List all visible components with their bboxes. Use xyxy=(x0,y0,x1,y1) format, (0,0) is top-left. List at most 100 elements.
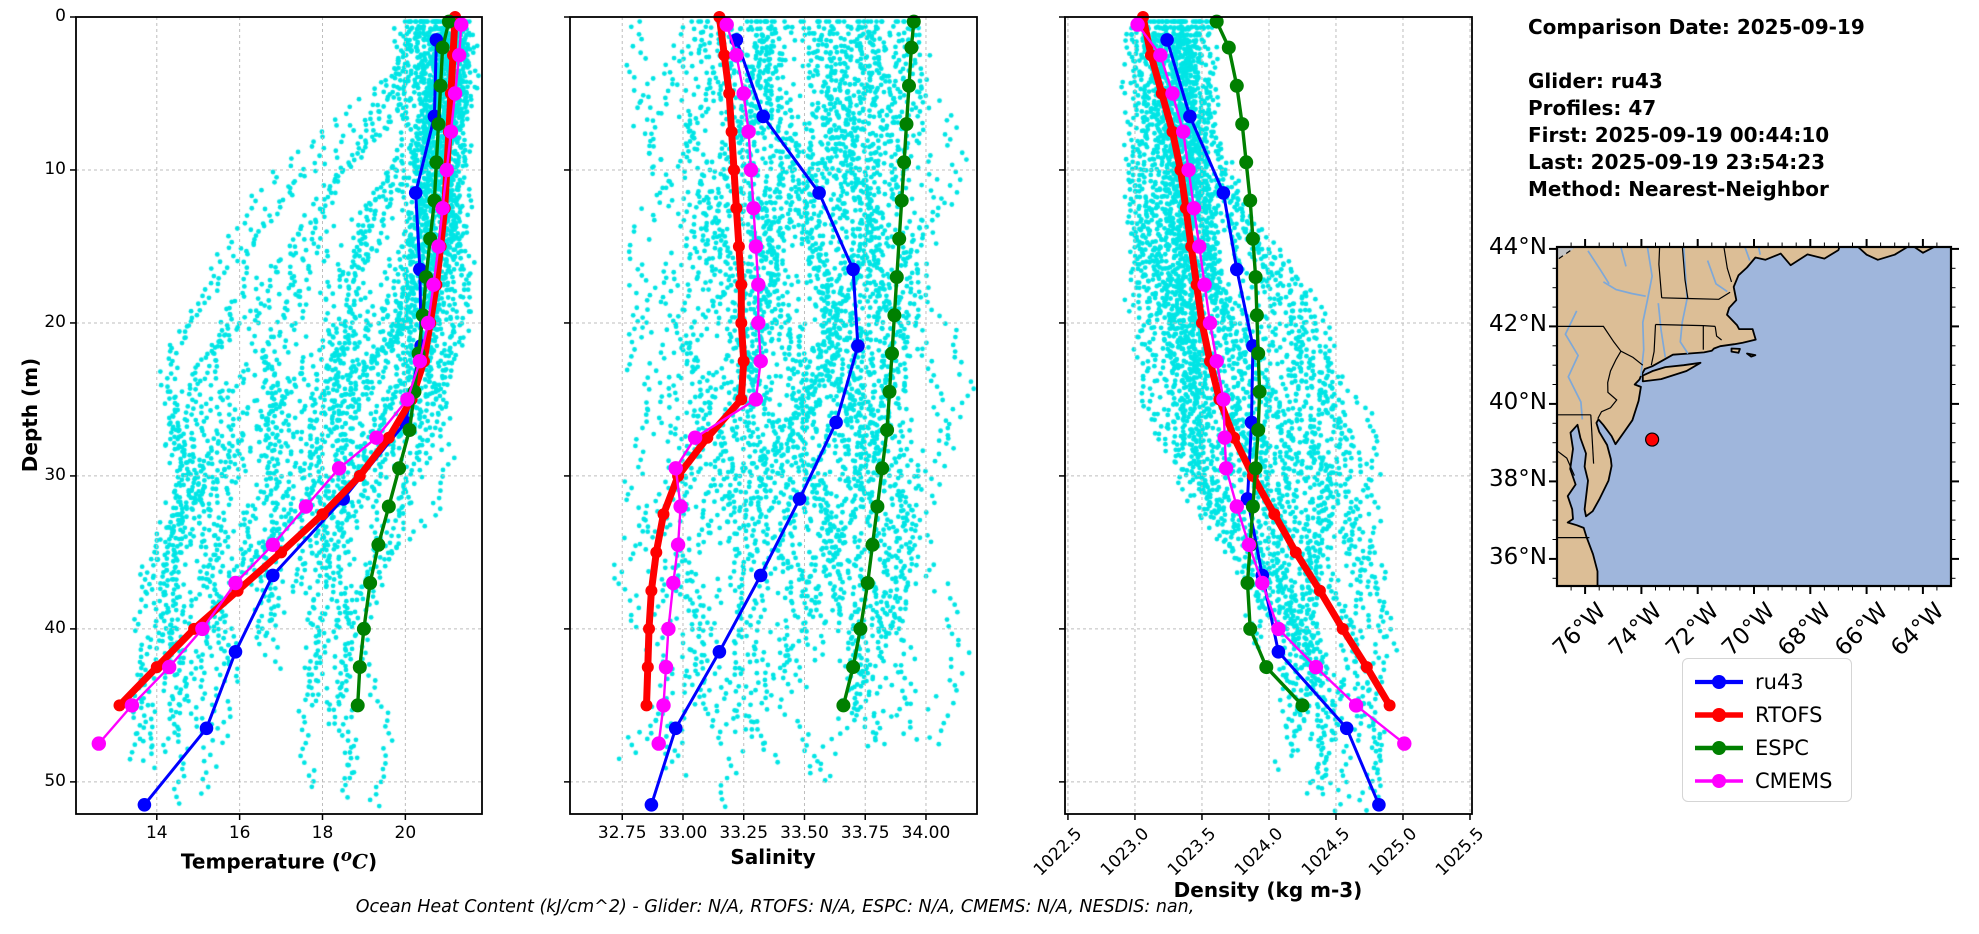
series-marker-CMEMS xyxy=(331,461,347,476)
series-line-ru43 xyxy=(1165,38,1381,807)
series-marker-RTOFS xyxy=(728,164,740,176)
series-marker-RTOFS xyxy=(737,355,750,368)
legend-entry-ESPC: ESPC xyxy=(1683,731,1851,764)
series-marker-RTOFS xyxy=(353,469,366,482)
series-marker-RTOFS xyxy=(641,661,654,674)
series-marker-CMEMS xyxy=(431,239,446,254)
series-marker-ESPC xyxy=(433,78,448,93)
series-marker-CMEMS xyxy=(741,124,756,139)
series-marker-RTOFS xyxy=(1360,661,1373,674)
series-marker-CMEMS xyxy=(452,48,467,63)
series-marker-CMEMS xyxy=(751,277,766,292)
series-marker-ru43 xyxy=(829,415,843,430)
legend-sample-CMEMS xyxy=(1695,773,1743,788)
series-marker-ru43 xyxy=(851,339,865,353)
series-marker-CMEMS xyxy=(668,461,683,476)
series-marker-ESPC xyxy=(860,576,875,590)
map-land xyxy=(1746,352,1757,358)
series-marker-ESPC xyxy=(1252,384,1267,399)
series-marker-CMEMS xyxy=(162,659,177,675)
series-marker-RTOFS xyxy=(150,661,163,674)
series-marker-CMEMS xyxy=(1153,48,1168,63)
series-marker-ESPC xyxy=(892,231,907,246)
series-marker-CMEMS xyxy=(1176,124,1191,139)
map-border xyxy=(1590,414,1595,464)
map-river xyxy=(1619,247,1627,267)
map-border xyxy=(1650,324,1657,366)
series-marker-ru43 xyxy=(1372,798,1386,812)
series-marker-CMEMS xyxy=(673,499,688,514)
series-marker-CMEMS xyxy=(1192,239,1207,254)
map-border xyxy=(1723,247,1733,283)
series-marker-ru43 xyxy=(199,721,214,736)
map-land xyxy=(1857,247,1909,261)
series-marker-CMEMS xyxy=(748,392,764,407)
series-marker-CMEMS xyxy=(1397,736,1412,751)
series-marker-RTOFS xyxy=(643,622,655,635)
legend-label: CMEMS xyxy=(1755,768,1833,793)
info-panel: Comparison Date: 2025-09-19 Glider: ru43… xyxy=(1528,14,1865,203)
series-marker-CMEMS xyxy=(746,201,761,216)
label-italic: C xyxy=(352,849,368,874)
method: Method: Nearest-Neighbor xyxy=(1528,177,1829,201)
series-marker-RTOFS xyxy=(113,699,126,712)
series-marker-RTOFS xyxy=(1289,546,1302,559)
legend-label: RTOFS xyxy=(1755,702,1823,727)
series-marker-ESPC xyxy=(441,14,456,29)
map-border xyxy=(1714,326,1722,341)
series-marker-ESPC xyxy=(894,193,909,208)
series-marker-CMEMS xyxy=(369,430,384,445)
series-marker-ru43 xyxy=(792,492,807,506)
series-marker-RTOFS xyxy=(735,317,748,329)
series-marker-RTOFS xyxy=(735,393,748,406)
label-text: ) xyxy=(367,849,378,874)
series-marker-CMEMS xyxy=(651,736,666,751)
series-marker-CMEMS xyxy=(400,392,415,407)
series-marker-ru43 xyxy=(1271,645,1286,659)
series-marker-ESPC xyxy=(875,461,890,476)
series-marker-ESPC xyxy=(1209,14,1224,29)
series-marker-ESPC xyxy=(1243,621,1258,636)
series-marker-RTOFS xyxy=(730,202,743,215)
map-border xyxy=(1597,350,1622,419)
series-marker-ru43 xyxy=(137,798,152,812)
series-marker-CMEMS xyxy=(1130,17,1145,32)
series-marker-ESPC xyxy=(1243,193,1258,208)
series-marker-ESPC xyxy=(429,155,444,170)
series-marker-ESPC xyxy=(352,660,367,675)
series-marker-RTOFS xyxy=(650,546,663,559)
series-marker-ru43 xyxy=(228,645,243,659)
legend: ru43 RTOFS ESPC CMEMS xyxy=(1682,658,1852,802)
series-marker-CMEMS xyxy=(298,499,314,514)
legend-entry-CMEMS: CMEMS xyxy=(1683,764,1851,797)
series-marker-ESPC xyxy=(846,660,861,675)
map-land xyxy=(1557,247,1841,586)
series-marker-CMEMS xyxy=(195,621,210,637)
series-marker-ESPC xyxy=(350,698,365,713)
series-marker-ru43 xyxy=(812,186,826,200)
series-marker-CMEMS xyxy=(265,537,280,552)
legend-sample-RTOFS xyxy=(1695,707,1743,722)
series-marker-RTOFS xyxy=(657,508,670,521)
series-marker-ESPC xyxy=(887,308,902,323)
x-axis-label-salinity: Salinity xyxy=(730,845,816,869)
series-marker-CMEMS xyxy=(751,315,766,331)
series-marker-CMEMS xyxy=(743,162,759,178)
series-marker-ESPC xyxy=(402,423,417,437)
series-marker-ESPC xyxy=(1245,499,1260,514)
series-marker-CMEMS xyxy=(1255,575,1270,591)
series-marker-CMEMS xyxy=(1218,461,1234,476)
series-marker-CMEMS xyxy=(1217,430,1232,445)
map-land xyxy=(1730,347,1741,354)
series-marker-ESPC xyxy=(1235,117,1250,132)
legend-label: ESPC xyxy=(1755,735,1809,760)
series-marker-RTOFS xyxy=(1155,87,1168,100)
glider-location-marker xyxy=(1645,432,1660,447)
map-land xyxy=(1913,247,1935,254)
x-axis-label-temperature: Temperature (oC) xyxy=(181,845,377,874)
label-text: Temperature ( xyxy=(180,849,341,874)
series-marker-ESPC xyxy=(1240,576,1255,590)
series-marker-CMEMS xyxy=(1186,201,1202,216)
